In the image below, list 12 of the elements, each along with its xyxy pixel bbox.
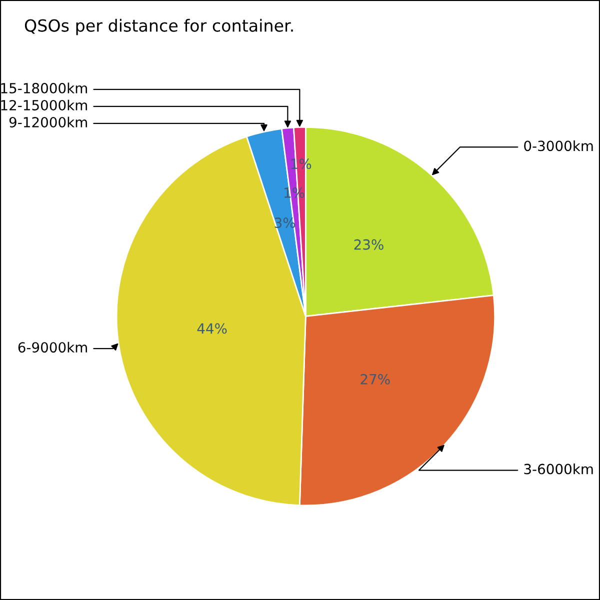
chart-title: QSOs per distance for container. (24, 18, 293, 36)
data-label: 23% (354, 239, 384, 250)
data-label: 44% (197, 323, 227, 334)
slice-label: 15-18000km (1, 82, 87, 94)
data-label: 27% (360, 374, 390, 384)
slice-label: 12-15000km (1, 100, 87, 110)
data-label: 1% (284, 187, 304, 198)
slice-label: 6-9000km (18, 342, 87, 353)
data-label: 1% (291, 158, 312, 170)
slice-label: 9-12000km (9, 116, 87, 128)
slice-label: 3-6000km (524, 464, 593, 474)
slice-label: 0-3000km (524, 140, 593, 152)
